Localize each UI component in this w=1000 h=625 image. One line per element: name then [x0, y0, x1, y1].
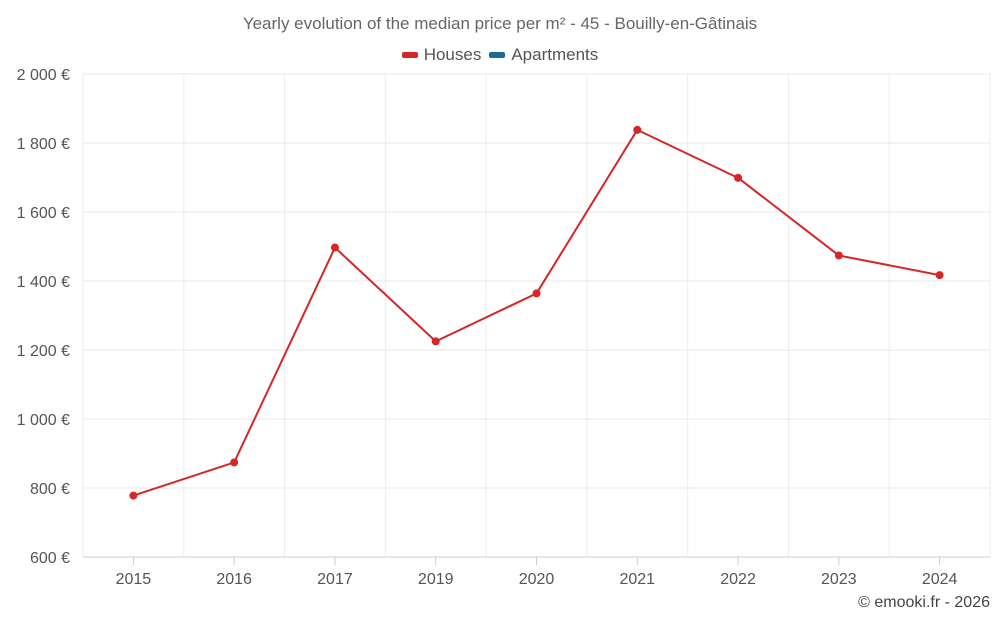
data-point-houses-2020[interactable] — [532, 289, 541, 298]
legend-swatch-apartments — [489, 52, 506, 58]
x-tick-label: 2022 — [720, 571, 756, 588]
y-tick-label: 1 000 € — [17, 412, 70, 429]
series-line-houses — [133, 128, 940, 497]
x-tick-label: 2019 — [418, 571, 454, 588]
x-tick-label: 2020 — [519, 571, 555, 588]
x-tick-label: 2017 — [317, 571, 353, 588]
data-point-houses-2016[interactable] — [230, 458, 239, 467]
grid — [82, 73, 991, 557]
y-tick-label: 1 200 € — [17, 343, 70, 360]
y-tick-label: 800 € — [30, 481, 70, 498]
x-tick-label: 2016 — [216, 571, 252, 588]
y-tick-label: 2 000 € — [17, 67, 70, 84]
legend-label-houses: Houses — [423, 45, 482, 64]
legend-item-houses[interactable]: Houses — [401, 45, 482, 65]
data-point-houses-2017[interactable] — [330, 243, 339, 252]
x-tick-label: 2021 — [619, 571, 655, 588]
y-tick-label: 1 800 € — [17, 136, 70, 153]
y-tick-label: 1 600 € — [17, 205, 70, 222]
legend-swatch-houses — [401, 52, 418, 58]
legend-label-apartments: Apartments — [511, 45, 599, 64]
credit-text: © emooki.fr - 2026 — [858, 594, 990, 611]
x-tick-label: 2015 — [116, 571, 152, 588]
chart-title: Yearly evolution of the median price per… — [242, 14, 758, 33]
legend-item-apartments[interactable]: Apartments — [489, 45, 598, 65]
x-tick-label: 2023 — [821, 571, 857, 588]
data-point-houses-2024[interactable] — [935, 271, 944, 280]
legend: Houses Apartments — [0, 45, 1000, 65]
data-point-houses-2019[interactable] — [431, 337, 440, 346]
axes: 600 € 800 € 1 000 € 1 200 € 1 400 € 1 600 € 1 … — [17, 67, 990, 588]
y-tick-label: 1 400 € — [17, 274, 70, 291]
data-point-houses-2015[interactable] — [129, 491, 138, 500]
y-tick-label: 600 € — [30, 550, 70, 567]
x-tick-label: 2024 — [922, 571, 958, 588]
data-point-houses-2023[interactable] — [834, 251, 843, 260]
series-layer — [129, 125, 944, 500]
data-point-houses-2022[interactable] — [734, 173, 743, 182]
data-point-houses-2021[interactable] — [633, 125, 642, 134]
